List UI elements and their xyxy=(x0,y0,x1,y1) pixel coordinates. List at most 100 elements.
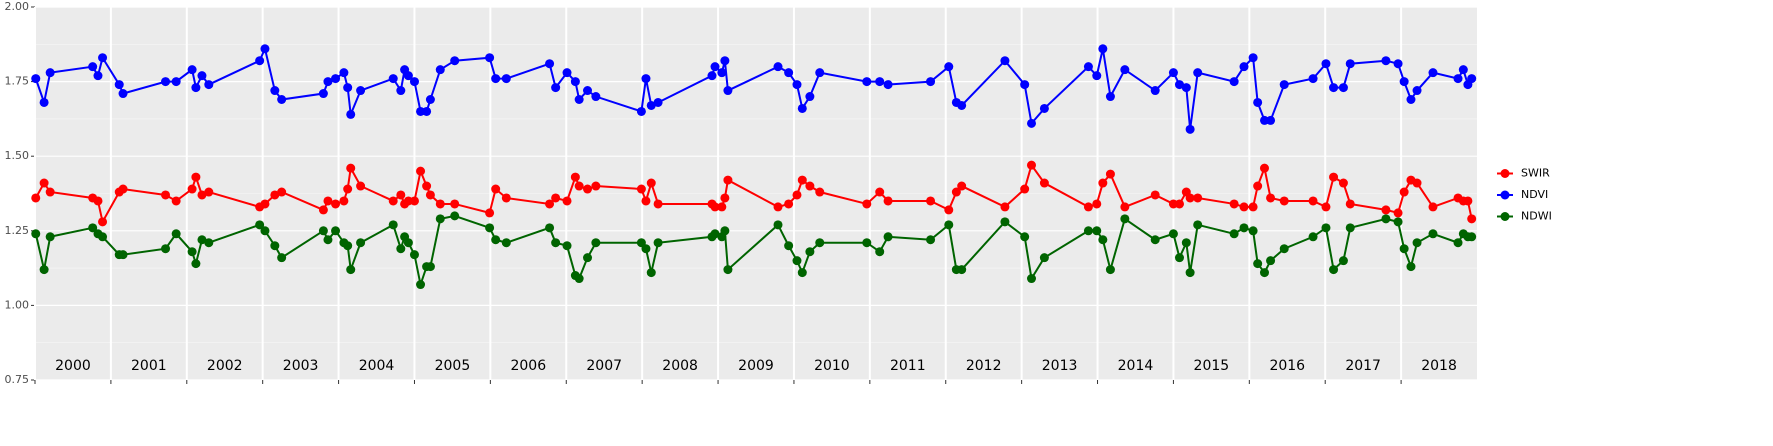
point xyxy=(1412,238,1422,248)
point xyxy=(1253,97,1263,107)
point xyxy=(118,250,128,260)
point xyxy=(255,220,265,230)
point xyxy=(710,229,720,239)
point xyxy=(39,265,49,275)
point xyxy=(343,241,353,251)
point xyxy=(1120,214,1130,224)
point xyxy=(1467,214,1477,224)
point xyxy=(720,193,730,203)
point xyxy=(574,181,584,191)
point xyxy=(318,226,328,236)
x-tick-label: 2010 xyxy=(814,358,850,374)
point xyxy=(1467,232,1477,242)
point xyxy=(1193,68,1203,78)
point xyxy=(323,235,333,245)
point xyxy=(1412,178,1422,188)
point xyxy=(409,196,419,206)
point xyxy=(98,232,108,242)
point xyxy=(396,244,406,254)
point xyxy=(416,166,426,176)
point xyxy=(114,80,124,90)
point xyxy=(784,68,794,78)
point xyxy=(346,163,356,173)
point xyxy=(339,196,349,206)
point xyxy=(1083,62,1093,72)
point xyxy=(636,106,646,116)
point xyxy=(551,83,561,93)
point xyxy=(346,109,356,119)
point xyxy=(1279,244,1289,254)
point xyxy=(388,196,398,206)
point xyxy=(270,86,280,96)
point xyxy=(805,247,815,257)
point xyxy=(1321,202,1331,212)
point xyxy=(45,232,55,242)
point xyxy=(562,68,572,78)
legend-label: NDWI xyxy=(1521,210,1552,223)
point xyxy=(653,199,663,209)
x-tick-label: 2007 xyxy=(586,358,622,374)
point xyxy=(1428,202,1438,212)
point xyxy=(641,196,651,206)
point xyxy=(323,77,333,87)
point xyxy=(883,232,893,242)
point xyxy=(1399,244,1409,254)
point xyxy=(1098,235,1108,245)
point xyxy=(1092,226,1102,236)
point xyxy=(797,103,807,113)
point xyxy=(591,92,601,102)
point xyxy=(425,95,435,105)
y-tick-label: 1.00 xyxy=(5,298,30,311)
point xyxy=(875,247,885,257)
point xyxy=(1168,68,1178,78)
point xyxy=(926,235,936,245)
point xyxy=(1229,199,1239,209)
point xyxy=(1406,95,1416,105)
point xyxy=(501,238,511,248)
point xyxy=(450,56,460,66)
point xyxy=(1248,202,1258,212)
point xyxy=(98,217,108,227)
point xyxy=(388,74,398,84)
point xyxy=(562,196,572,206)
point xyxy=(1092,199,1102,209)
point xyxy=(1185,124,1195,134)
point xyxy=(1020,232,1030,242)
point xyxy=(197,235,207,245)
point xyxy=(1174,253,1184,263)
point xyxy=(957,181,967,191)
point xyxy=(388,220,398,230)
point xyxy=(161,244,171,254)
point xyxy=(491,184,501,194)
point xyxy=(88,223,98,233)
point xyxy=(570,77,580,87)
point xyxy=(204,187,214,197)
point xyxy=(1026,160,1036,170)
point xyxy=(1248,226,1258,236)
point xyxy=(641,74,651,84)
point xyxy=(545,59,555,69)
point xyxy=(343,184,353,194)
point xyxy=(260,199,270,209)
x-tick-label: 2014 xyxy=(1118,358,1154,374)
point xyxy=(197,71,207,81)
point xyxy=(1458,65,1468,75)
point xyxy=(93,196,103,206)
point xyxy=(1020,184,1030,194)
point xyxy=(1239,223,1249,233)
point xyxy=(1000,202,1010,212)
point xyxy=(331,199,341,209)
point xyxy=(944,220,954,230)
point xyxy=(723,86,733,96)
point xyxy=(875,187,885,197)
point xyxy=(951,187,961,197)
x-tick-label: 2013 xyxy=(1042,358,1078,374)
point xyxy=(1345,59,1355,69)
point xyxy=(1259,268,1269,278)
x-tick-label: 2017 xyxy=(1345,358,1381,374)
point xyxy=(862,199,872,209)
point xyxy=(491,74,501,84)
point xyxy=(403,71,413,81)
point xyxy=(31,74,41,84)
